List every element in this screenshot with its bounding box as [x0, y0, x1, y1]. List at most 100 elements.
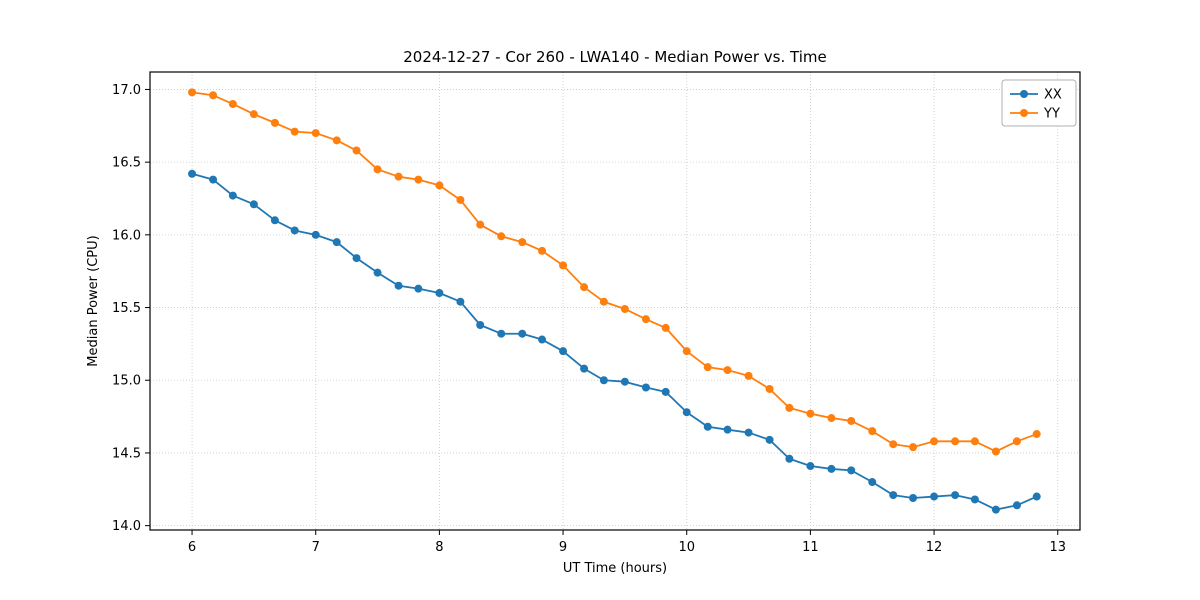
data-point-YY	[827, 414, 836, 423]
data-point-XX	[868, 478, 877, 487]
data-point-XX	[661, 387, 670, 396]
data-point-YY	[228, 99, 237, 108]
data-point-XX	[930, 492, 939, 501]
data-point-XX	[414, 284, 423, 293]
y-tick-label: 15.5	[112, 301, 141, 316]
data-point-XX	[270, 216, 279, 225]
data-point-YY	[188, 88, 197, 97]
data-point-XX	[682, 408, 691, 417]
data-point-XX	[580, 364, 589, 373]
data-point-YY	[951, 437, 960, 446]
data-point-XX	[703, 422, 712, 431]
data-point-YY	[930, 437, 939, 446]
legend-label-YY: YY	[1043, 107, 1060, 122]
y-tick-label: 16.0	[112, 228, 141, 243]
legend-box	[1001, 79, 1077, 127]
data-point-XX	[559, 347, 568, 356]
data-point-YY	[868, 427, 877, 436]
x-axis-label: UT Time (hours)	[563, 561, 667, 576]
data-point-XX	[1012, 501, 1021, 510]
data-point-XX	[765, 435, 774, 444]
data-point-YY	[209, 91, 218, 100]
data-point-XX	[744, 428, 753, 437]
y-tick-label: 14.0	[112, 519, 141, 534]
series-line-YY	[191, 91, 1038, 453]
data-point-XX	[991, 505, 1000, 514]
data-point-XX	[599, 376, 608, 385]
data-point-XX	[332, 238, 341, 247]
data-point-YY	[414, 175, 423, 184]
data-point-XX	[538, 335, 547, 344]
data-point-XX	[476, 320, 485, 329]
series-group	[188, 88, 1041, 514]
data-point-YY	[373, 165, 382, 174]
data-point-XX	[723, 425, 732, 434]
data-point-YY	[599, 297, 608, 306]
data-point-XX	[497, 329, 506, 338]
data-point-YY	[641, 315, 650, 324]
data-point-YY	[311, 129, 320, 138]
data-point-XX	[641, 383, 650, 392]
y-tick-label: 17.0	[112, 83, 141, 98]
plot-frame	[149, 71, 1081, 531]
data-point-XX	[209, 175, 218, 184]
data-point-YY	[703, 363, 712, 372]
data-point-YY	[538, 246, 547, 255]
y-tick-label: 14.5	[112, 446, 141, 461]
data-point-XX	[435, 289, 444, 298]
data-point-YY	[476, 220, 485, 229]
legend: XX YY	[1001, 79, 1077, 127]
data-point-YY	[970, 437, 979, 446]
data-point-XX	[951, 491, 960, 500]
data-point-YY	[1032, 430, 1041, 439]
legend-label-XX: XX	[1044, 88, 1062, 103]
data-point-YY	[559, 261, 568, 270]
legend-marker-YY	[1020, 109, 1028, 117]
x-tick-label: 7	[312, 540, 320, 555]
data-point-YY	[661, 323, 670, 332]
y-axis-label: Median Power (CPU)	[86, 235, 101, 366]
data-point-YY	[352, 146, 361, 155]
data-point-YY	[723, 366, 732, 375]
x-tick-label: 6	[188, 540, 196, 555]
data-point-YY	[1012, 437, 1021, 446]
data-point-YY	[394, 172, 403, 181]
data-point-XX	[311, 230, 320, 239]
data-point-YY	[765, 384, 774, 393]
data-point-YY	[580, 283, 589, 292]
data-point-XX	[827, 464, 836, 473]
data-point-XX	[394, 281, 403, 290]
data-point-YY	[249, 110, 258, 119]
data-point-XX	[889, 491, 898, 500]
data-point-XX	[290, 226, 299, 235]
data-point-YY	[270, 118, 279, 127]
data-point-XX	[1032, 492, 1041, 501]
data-point-YY	[620, 304, 629, 313]
data-point-YY	[682, 347, 691, 356]
data-point-XX	[352, 254, 361, 263]
x-tick-label: 9	[559, 540, 567, 555]
data-point-XX	[249, 200, 258, 209]
data-point-YY	[847, 416, 856, 425]
data-point-XX	[456, 297, 465, 306]
data-point-YY	[435, 181, 444, 190]
data-point-XX	[373, 268, 382, 277]
x-tick-label: 8	[435, 540, 443, 555]
data-point-XX	[188, 169, 197, 178]
series-line-XX	[191, 172, 1038, 511]
data-point-YY	[991, 447, 1000, 456]
data-point-XX	[847, 466, 856, 475]
axes: 6 7 8 9 10 11 12 13 14.0 14.5 15.0 15.5 16.0 16.5 17.0	[112, 71, 1081, 555]
data-point-YY	[785, 403, 794, 412]
x-tick-label: 12	[926, 540, 943, 555]
chart-title: 2024-12-27 - Cor 260 - LWA140 - Median P…	[403, 48, 827, 66]
data-point-XX	[228, 191, 237, 200]
data-point-YY	[456, 195, 465, 204]
data-point-YY	[889, 440, 898, 449]
data-point-XX	[518, 329, 527, 338]
data-point-XX	[785, 454, 794, 463]
y-tick-label: 16.5	[112, 156, 141, 171]
grid	[150, 72, 1080, 530]
x-tick-label: 13	[1049, 540, 1066, 555]
